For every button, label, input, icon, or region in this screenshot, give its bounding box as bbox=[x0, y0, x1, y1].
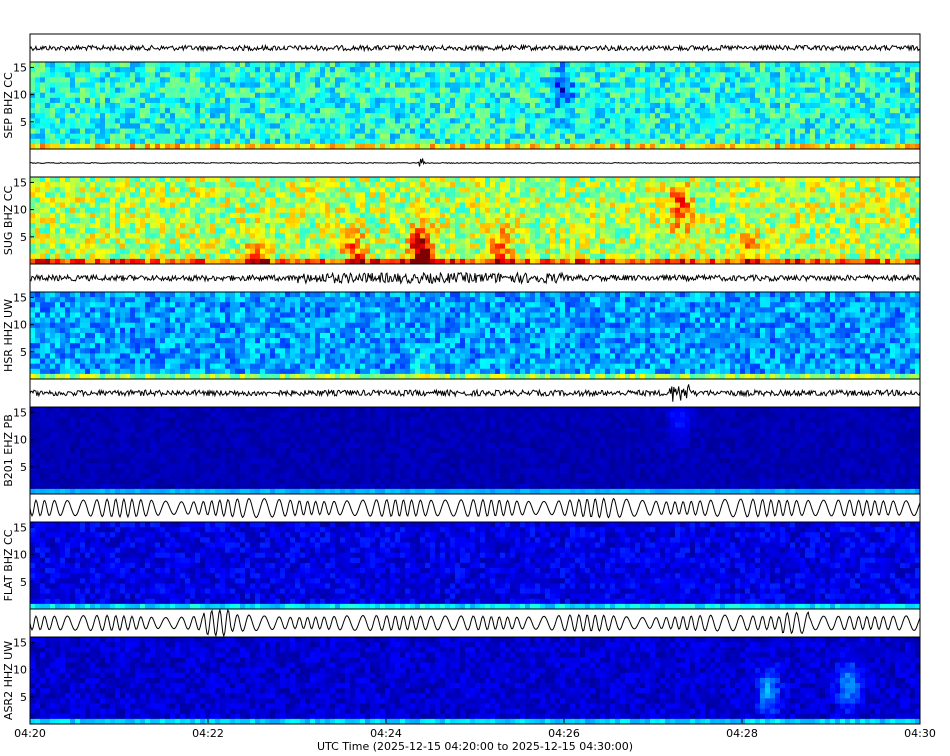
y-tick-label: 15 bbox=[13, 176, 27, 189]
x-tick-label: 04:24 bbox=[370, 727, 402, 740]
y-tick-label: 10 bbox=[13, 319, 27, 332]
y-tick-label: 10 bbox=[13, 664, 27, 677]
y-tick-label: 10 bbox=[13, 549, 27, 562]
y-tick-label: 5 bbox=[20, 346, 27, 359]
y-tick-label: 5 bbox=[20, 461, 27, 474]
y-tick-label: 5 bbox=[20, 691, 27, 704]
y-tick-label: 15 bbox=[13, 291, 27, 304]
x-tick-label: 04:20 bbox=[14, 727, 46, 740]
spectrogram bbox=[30, 292, 920, 379]
x-axis-label: UTC Time (2025-12-15 04:20:00 to 2025-12… bbox=[317, 740, 633, 753]
channel-label: SEP BHZ CC bbox=[2, 72, 15, 139]
channel-label: HSR HHZ UW bbox=[2, 299, 15, 372]
y-tick-label: 5 bbox=[20, 576, 27, 589]
spectrogram bbox=[30, 522, 920, 609]
channel-label: B201 EHZ PB bbox=[2, 414, 15, 486]
y-tick-label: 15 bbox=[13, 61, 27, 74]
trace-frame bbox=[30, 494, 920, 522]
y-tick-label: 15 bbox=[13, 521, 27, 534]
spectrogram bbox=[30, 177, 920, 264]
x-tick-label: 04:26 bbox=[548, 727, 580, 740]
y-tick-label: 15 bbox=[13, 636, 27, 649]
channel-label: SUG BHZ CC bbox=[2, 186, 15, 256]
y-tick-label: 10 bbox=[13, 434, 27, 447]
y-tick-label: 5 bbox=[20, 116, 27, 129]
x-tick-label: 04:22 bbox=[192, 727, 224, 740]
spectrogram bbox=[30, 62, 920, 149]
y-tick-label: 10 bbox=[13, 89, 27, 102]
y-tick-label: 10 bbox=[13, 204, 27, 217]
trace-frame bbox=[30, 379, 920, 407]
y-tick-label: 5 bbox=[20, 231, 27, 244]
trace-frame bbox=[30, 609, 920, 637]
spectrogram bbox=[30, 407, 920, 494]
x-tick-label: 04:30 bbox=[904, 727, 936, 740]
channel-label: ASR2 HHZ UW bbox=[2, 641, 15, 720]
spectrogram bbox=[30, 637, 920, 724]
channel-label: FLAT BHZ CC bbox=[2, 529, 15, 601]
x-tick-label: 04:28 bbox=[726, 727, 758, 740]
y-tick-label: 15 bbox=[13, 406, 27, 419]
